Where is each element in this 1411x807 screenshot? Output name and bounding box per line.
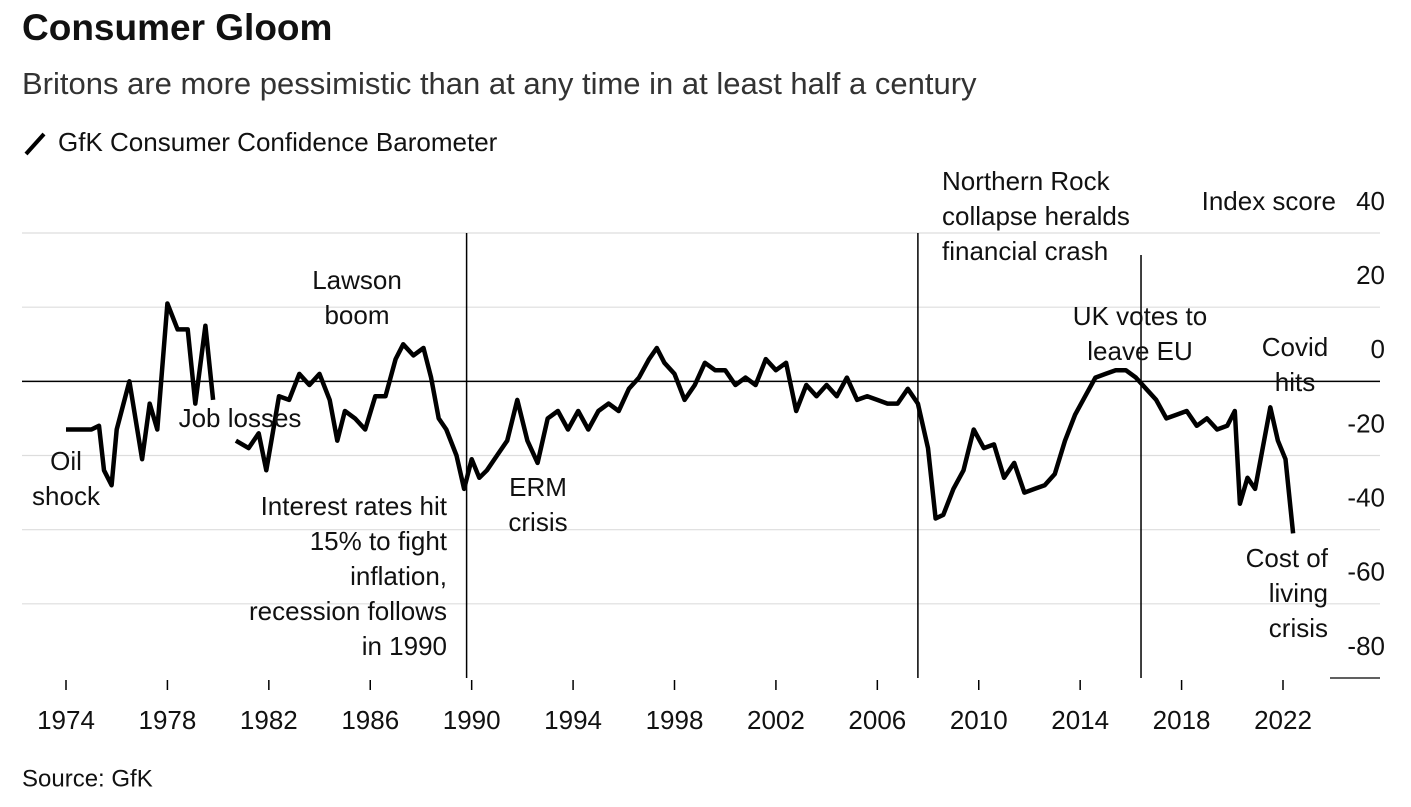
annotation: recession follows <box>249 596 447 626</box>
x-tick-label: 2002 <box>747 705 805 735</box>
x-tick-label: 1982 <box>240 705 298 735</box>
x-tick-label: 1990 <box>443 705 501 735</box>
annotation: crisis <box>1269 613 1328 643</box>
chart-title: Consumer Gloom <box>22 7 332 48</box>
x-tick-label: 1978 <box>138 705 196 735</box>
annotation: leave EU <box>1087 336 1193 366</box>
source: Source: GfK <box>22 765 153 792</box>
x-tick-label: 2022 <box>1254 705 1312 735</box>
annotation: financial crash <box>942 236 1108 266</box>
y-tick-label: -80 <box>1347 631 1385 661</box>
y-tick-label: -20 <box>1347 408 1385 438</box>
annotation: boom <box>324 300 389 330</box>
annotation: Lawson <box>312 265 402 295</box>
x-tick-label: 2018 <box>1153 705 1211 735</box>
x-tick-label: 2010 <box>950 705 1008 735</box>
annotation: Job losses <box>179 403 302 433</box>
annotation: Cost of <box>1246 543 1329 573</box>
y-axis-label: Index score <box>1202 186 1336 216</box>
x-tick-label: 1994 <box>544 705 602 735</box>
y-tick-label: 40 <box>1356 186 1385 216</box>
annotation: living <box>1269 578 1328 608</box>
annotation: Covid <box>1262 332 1328 362</box>
y-tick-label: 20 <box>1356 260 1385 290</box>
annotation: crisis <box>508 507 567 537</box>
data-line <box>66 301 1296 534</box>
x-tick-label: 1974 <box>37 705 95 735</box>
annotation: in 1990 <box>362 631 447 661</box>
annotation: 15% to fight <box>310 526 448 556</box>
y-tick-label: 0 <box>1371 334 1385 364</box>
annotation: Northern Rock <box>942 166 1111 196</box>
chart-subtitle: Britons are more pessimistic than at any… <box>22 66 977 101</box>
x-tick-label: 1986 <box>341 705 399 735</box>
y-tick-label: -60 <box>1347 557 1385 587</box>
annotation: hits <box>1275 367 1315 397</box>
annotation: Interest rates hit <box>261 491 448 521</box>
x-tick-label: 2006 <box>848 705 906 735</box>
annotation: UK votes to <box>1073 301 1207 331</box>
annotation: collapse heralds <box>942 201 1130 231</box>
annotation: ERM <box>509 472 567 502</box>
annotation: inflation, <box>350 561 447 591</box>
y-tick-label: -40 <box>1347 483 1385 513</box>
x-tick-label: 1998 <box>646 705 704 735</box>
annotation: shock <box>32 481 101 511</box>
legend-label: GfK Consumer Confidence Barometer <box>58 127 498 157</box>
x-tick-label: 2014 <box>1051 705 1109 735</box>
legend-swatch <box>24 132 46 156</box>
annotation: Oil <box>50 446 82 476</box>
